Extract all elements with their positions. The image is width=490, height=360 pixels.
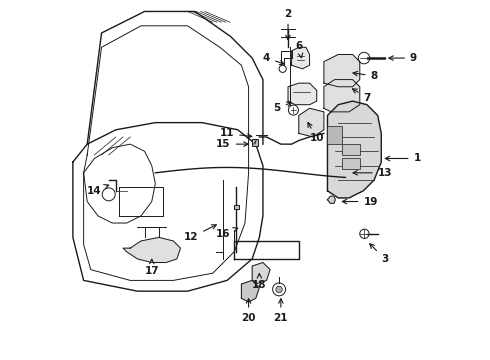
Text: 6: 6 [295, 41, 303, 58]
Text: 9: 9 [389, 53, 417, 63]
Text: 21: 21 [273, 299, 288, 323]
Polygon shape [327, 196, 335, 203]
Text: 18: 18 [252, 274, 267, 291]
Text: 13: 13 [353, 168, 392, 178]
Polygon shape [234, 205, 239, 209]
Polygon shape [252, 262, 270, 284]
Text: 1: 1 [385, 153, 421, 163]
Polygon shape [299, 108, 324, 137]
Text: 8: 8 [353, 71, 378, 81]
Polygon shape [342, 158, 360, 169]
Text: 15: 15 [216, 139, 248, 149]
Polygon shape [324, 80, 360, 112]
Text: 19: 19 [342, 197, 378, 207]
Polygon shape [252, 139, 258, 146]
Polygon shape [327, 101, 381, 198]
Text: 4: 4 [263, 53, 284, 65]
Polygon shape [123, 237, 180, 262]
Text: 12: 12 [184, 225, 216, 242]
Text: 16: 16 [216, 228, 238, 239]
Circle shape [276, 286, 282, 293]
Text: 5: 5 [273, 102, 292, 113]
Polygon shape [324, 54, 360, 87]
Text: 10: 10 [308, 122, 324, 143]
Polygon shape [288, 83, 317, 105]
Text: 7: 7 [352, 89, 371, 103]
Text: 20: 20 [242, 299, 256, 323]
Text: 17: 17 [145, 259, 159, 276]
Polygon shape [242, 280, 259, 302]
Text: 3: 3 [370, 244, 389, 264]
Text: 11: 11 [220, 129, 252, 138]
Text: 14: 14 [87, 185, 109, 196]
Polygon shape [327, 126, 342, 144]
Text: 2: 2 [284, 9, 292, 40]
Polygon shape [342, 144, 360, 155]
Polygon shape [292, 47, 310, 69]
